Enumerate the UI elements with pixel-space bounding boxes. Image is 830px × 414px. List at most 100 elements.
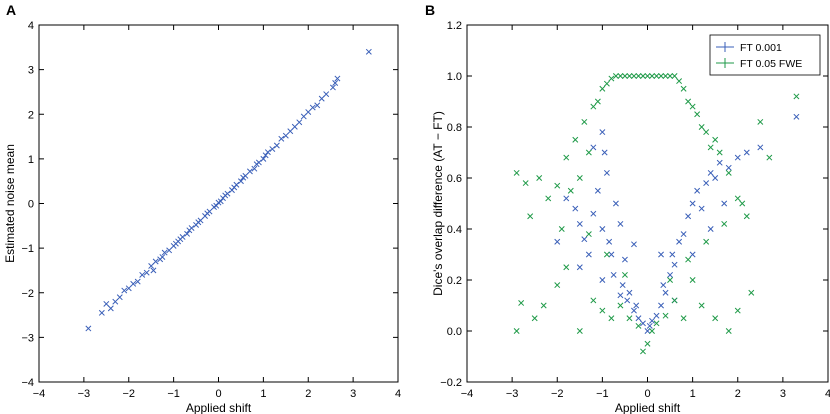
panel-a-x-tick-label: 4 [395,388,401,400]
data-point [152,258,159,265]
data-point [725,169,732,176]
data-point [300,113,307,120]
data-point [242,172,249,179]
data-point [685,213,692,220]
data-point [793,93,800,100]
data-point [694,187,701,194]
panel-a-x-tick-label: 2 [305,388,311,400]
data-point [581,236,588,243]
legend-label: FT 0.001 [740,42,782,54]
data-point [585,251,592,258]
data-point [107,305,114,312]
panel-b-x-tick-label: −3 [506,388,519,400]
data-point [601,149,608,156]
panel-b-series-2 [513,73,800,355]
data-point [685,256,692,263]
data-point [653,320,660,327]
data-point [251,165,258,172]
data-point [649,328,655,334]
data-point [576,328,583,334]
data-point [621,256,628,263]
data-point [159,254,166,261]
data-point [617,73,624,79]
panel-b-x-tick-label: −4 [461,388,474,400]
data-point [667,271,674,278]
data-point [653,73,660,79]
data-point [734,195,741,202]
panel-b-y-axis-label: Dice's overlap difference (AT − FT) [431,111,445,296]
data-point [680,315,687,322]
data-point [608,251,615,258]
data-point [567,187,574,194]
data-point [617,292,624,299]
panel-a-y-tick-label: −1 [21,243,34,255]
data-point [669,251,676,258]
data-point [635,315,642,322]
data-point [590,297,597,304]
panel-b-y-tick-label: 0.0 [447,326,462,338]
data-point [698,205,705,212]
data-point [531,315,538,322]
data-point [707,144,714,151]
data-point [563,195,570,202]
data-point [233,181,240,188]
data-point [662,312,669,319]
data-point [590,103,597,110]
data-point [649,73,655,79]
data-point [269,146,276,153]
data-point [314,102,321,109]
panel-a-x-axis-label: Applied shift [186,401,252,414]
panel-b-y-tick-label: 0.4 [447,224,462,236]
data-point [166,247,173,254]
data-point [603,251,610,258]
data-point [712,136,719,143]
data-point [332,80,339,86]
data-point [365,48,372,55]
data-point [608,315,615,322]
data-point [576,264,583,271]
data-point [667,277,674,283]
data-point [716,159,723,166]
data-point [658,73,664,79]
data-point [603,80,610,87]
data-point [640,73,646,79]
data-point [318,95,325,102]
panel-b-x-tick-label: 4 [825,388,830,400]
panel-a-y-tick-label: −2 [21,288,34,300]
data-point [148,263,155,269]
panel-a-x-tick-label: −1 [167,388,180,400]
data-point [334,75,341,82]
data-point [188,225,195,231]
data-point [635,73,642,79]
data-point [662,289,669,296]
data-point [671,73,678,79]
data-point [291,123,298,130]
data-point [662,73,669,79]
data-point [721,220,728,227]
data-point [721,200,728,207]
data-point [698,302,705,309]
data-point [671,261,678,268]
data-point [676,238,683,245]
data-point [112,298,119,305]
data-point [224,190,231,197]
data-point [255,159,262,166]
panel-b-series-1 [554,113,800,334]
data-point [621,73,628,79]
panel-b-x-tick-label: 3 [780,388,786,400]
data-point [689,277,696,283]
data-point [103,300,110,307]
data-point [572,205,579,212]
data-point [116,294,123,301]
panel-a-x-tick-label: −3 [78,388,91,400]
data-point [703,180,710,187]
data-point [649,317,655,324]
data-point [635,322,642,329]
panel-a-letter: A [6,2,17,18]
panel-a-x-tick-label: 3 [350,388,356,400]
data-point [121,287,128,294]
data-point [527,213,534,220]
data-point [676,78,683,85]
data-point [698,124,705,130]
data-point [658,251,664,258]
